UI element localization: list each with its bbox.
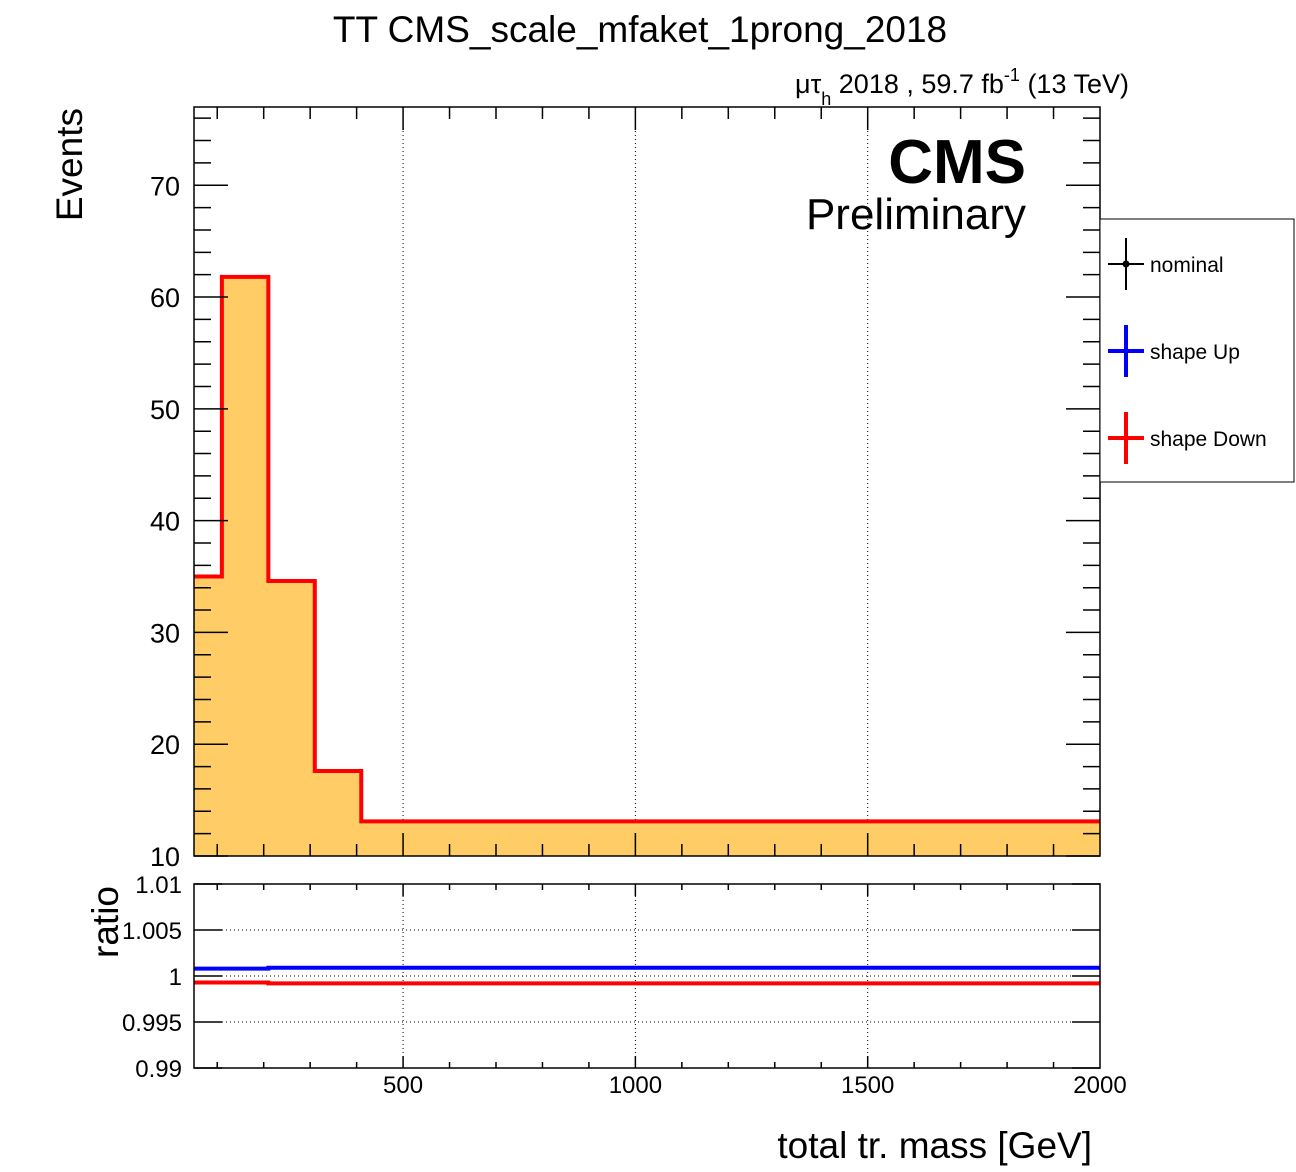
legend-entry: shape Up bbox=[1108, 325, 1240, 377]
main-axis-ticks: 10 20 30 40 50 60 70 bbox=[150, 107, 1100, 872]
x-axis-label: total tr. mass [GeV] bbox=[777, 1125, 1092, 1166]
lumi-channel: μτ bbox=[795, 69, 822, 99]
legend-entry: shape Down bbox=[1108, 412, 1267, 464]
legend-label: shape Down bbox=[1150, 428, 1267, 451]
shape-down-histogram-line bbox=[194, 274, 1100, 824]
x-tick-label: 1000 bbox=[609, 1072, 662, 1099]
x-tick-label: 2000 bbox=[1073, 1072, 1126, 1099]
chart-title: TT CMS_scale_mfaket_1prong_2018 bbox=[333, 9, 947, 50]
legend-label: shape Up bbox=[1150, 341, 1240, 364]
main-y-tick-label: 40 bbox=[150, 507, 180, 537]
ratio-y-tick-label: 1.005 bbox=[122, 918, 182, 945]
x-tick-label: 500 bbox=[383, 1072, 423, 1099]
cms-label: CMS bbox=[888, 128, 1026, 197]
lumi-exponent: -1 bbox=[1004, 65, 1020, 85]
legend: nominal shape Up shape Down bbox=[1099, 218, 1295, 483]
main-y-tick-label: 10 bbox=[150, 842, 180, 872]
x-tick-label: 1500 bbox=[841, 1072, 894, 1099]
nominal-histogram-fill bbox=[194, 276, 1100, 857]
main-y-tick-label: 50 bbox=[150, 395, 180, 425]
main-y-tick-label: 30 bbox=[150, 618, 180, 648]
ratio-frame bbox=[193, 883, 1101, 1069]
main-y-axis-label: Events bbox=[49, 108, 90, 221]
lumi-energy: (13 TeV) bbox=[1020, 69, 1129, 99]
ratio-axis-ticks: 0.99 0.995 1 1.005 1.01 500 1000 1500 2000 bbox=[122, 872, 1127, 1099]
ratio-y-tick-label: 0.99 bbox=[135, 1056, 182, 1083]
ratio-y-axis-label: ratio bbox=[85, 886, 126, 958]
legend-entry: nominal bbox=[1108, 238, 1224, 290]
ratio-y-tick-label: 1 bbox=[169, 964, 182, 991]
ratio-panel: 0.99 0.995 1 1.005 1.01 500 1000 1500 2000 ratio bbox=[85, 872, 1127, 1099]
preliminary-label: Preliminary bbox=[806, 190, 1026, 239]
main-y-tick-label: 20 bbox=[150, 730, 180, 760]
ratio-gridlines bbox=[194, 884, 1100, 1068]
ratio-y-tick-label: 1.01 bbox=[135, 872, 182, 899]
lumi-label: μτh 2018 , 59.7 fb-1 (13 TeV) bbox=[795, 65, 1129, 109]
shape-up-ratio-line bbox=[194, 965, 1100, 971]
main-y-tick-label: 70 bbox=[150, 171, 180, 201]
main-y-tick-label: 60 bbox=[150, 283, 180, 313]
ratio-y-tick-label: 0.995 bbox=[122, 1010, 182, 1037]
lumi-channel-subscript: h bbox=[821, 89, 831, 109]
lumi-text: 2018 , 59.7 fb bbox=[831, 69, 1004, 99]
legend-label: nominal bbox=[1150, 254, 1224, 277]
shape-down-ratio-line bbox=[194, 980, 1100, 986]
legend-marker-dot bbox=[1122, 260, 1130, 268]
main-panel: 10 20 30 40 50 60 70 CMS Preliminary Events bbox=[49, 106, 1101, 872]
main-gridlines bbox=[402, 107, 869, 856]
